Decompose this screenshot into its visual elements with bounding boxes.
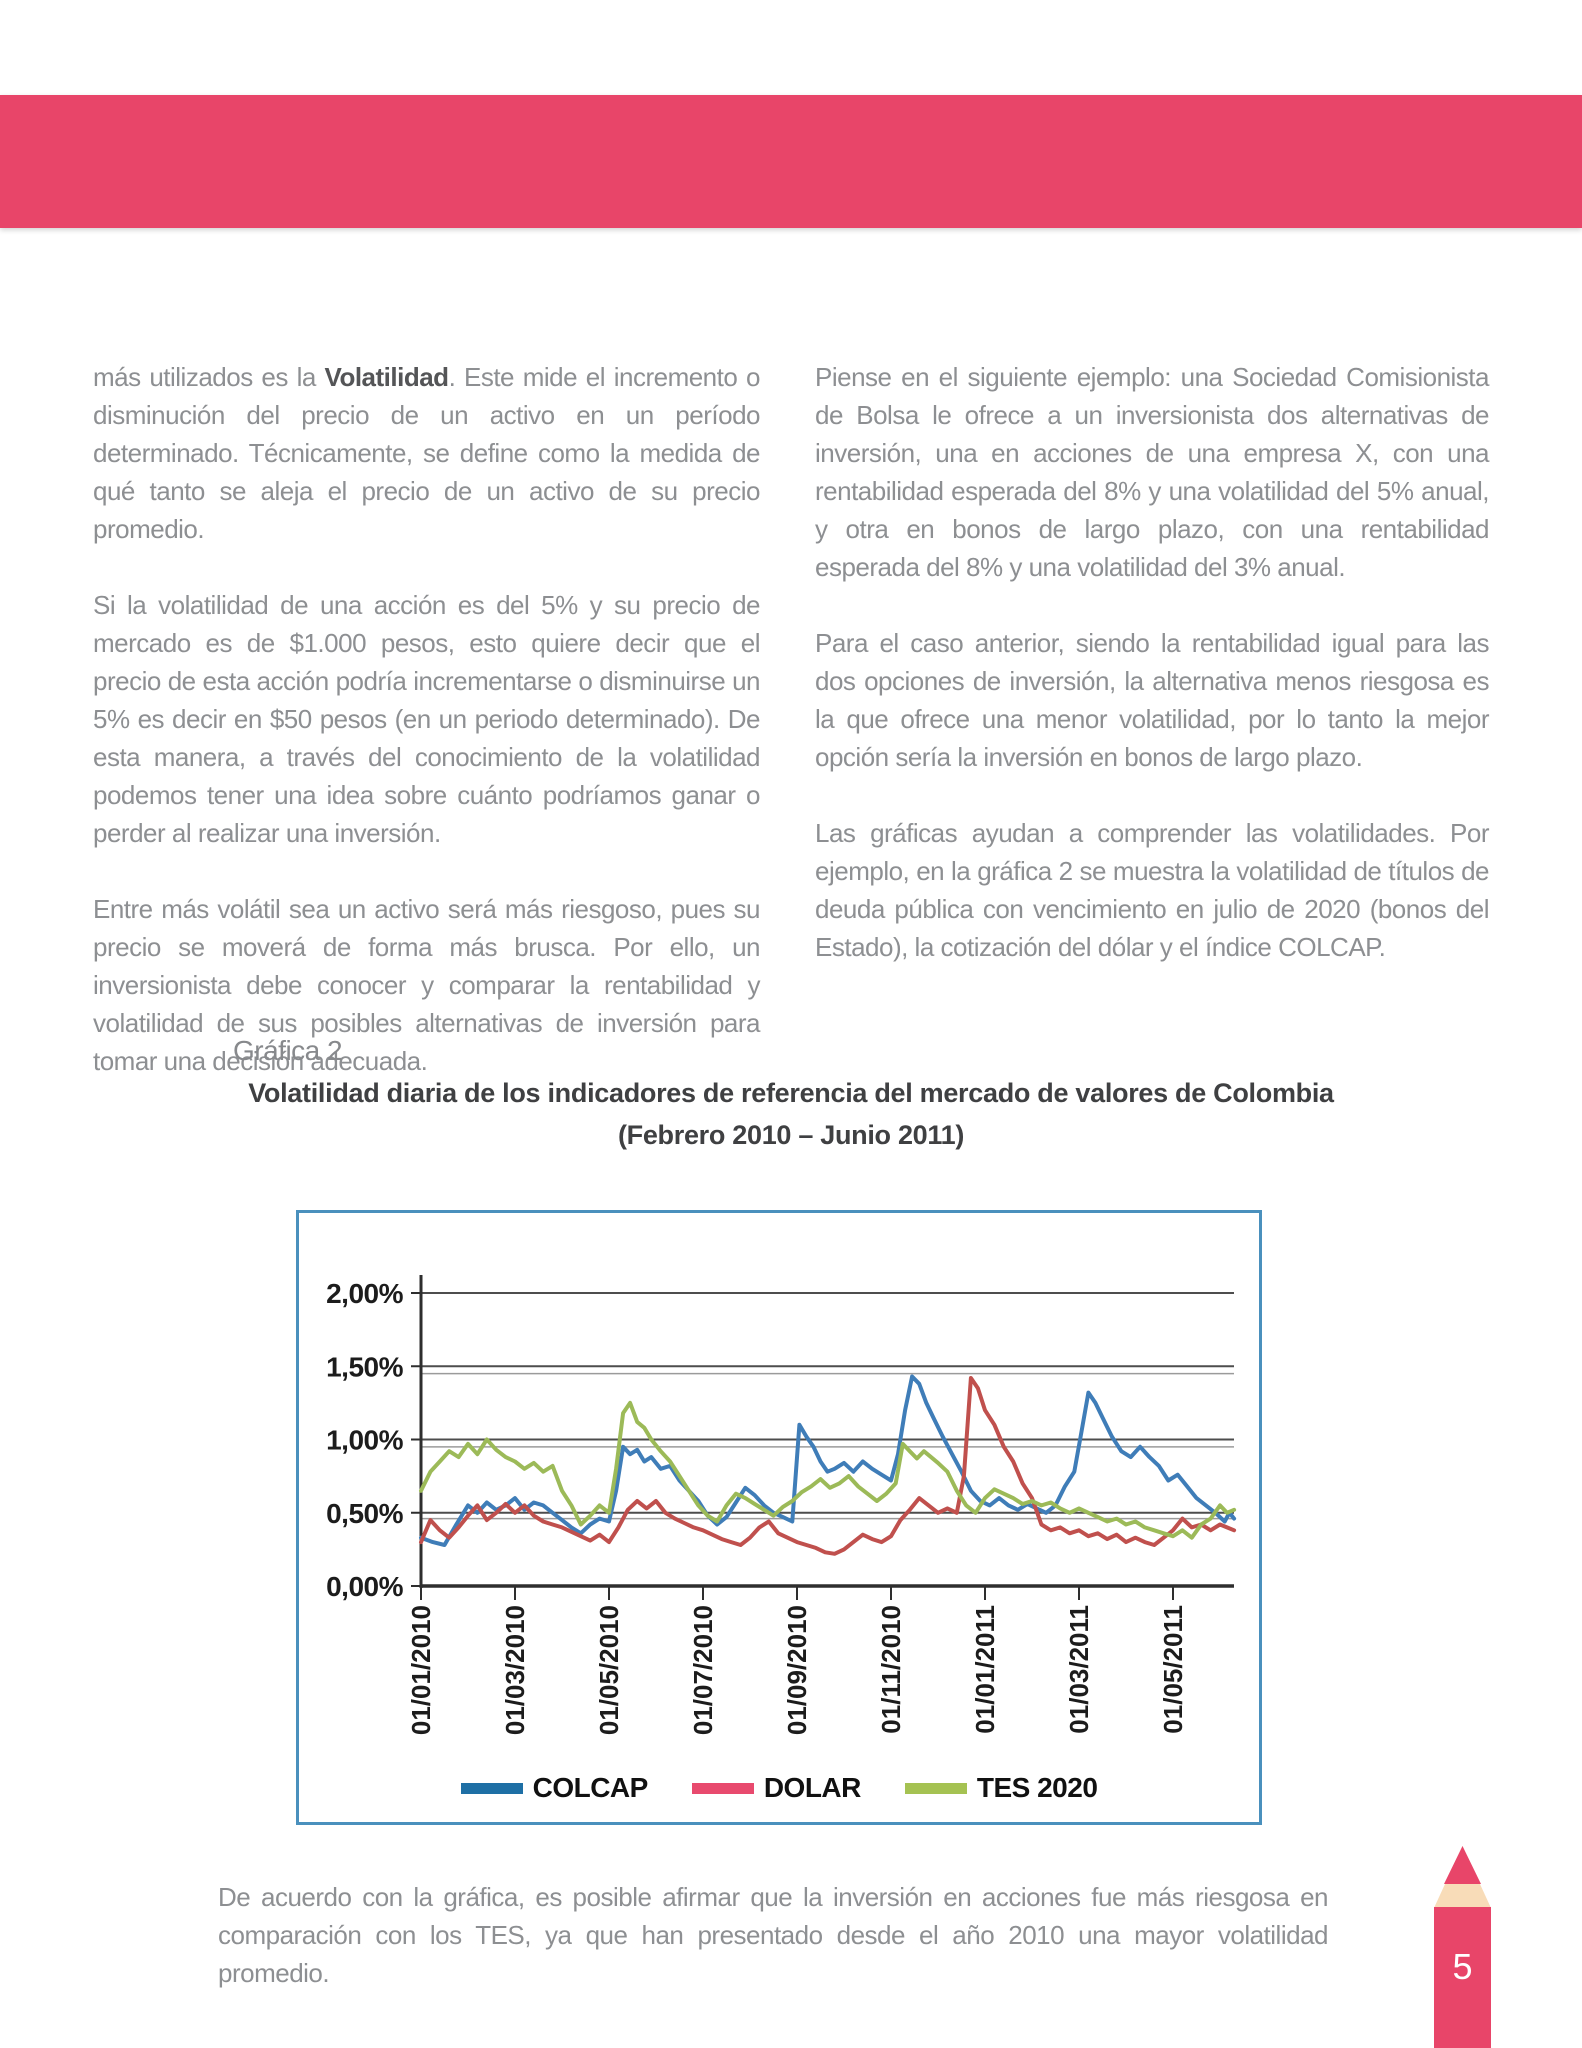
page-number: 5	[1452, 1946, 1473, 1987]
legend-label: COLCAP	[532, 1772, 649, 1803]
paragraph: Si la volatilidad de una acción es del 5…	[93, 590, 761, 848]
legend-label: DOLAR	[763, 1772, 862, 1803]
paragraph: Las gráficas ayudan a comprender las vol…	[815, 818, 1490, 962]
body-columns: más utilizados es la Volatilidad. Este m…	[93, 358, 1490, 1118]
pencil-point-icon	[1444, 1846, 1481, 1884]
svg-text:01/09/2010: 01/09/2010	[782, 1605, 812, 1735]
figure-subtitle: (Febrero 2010 – Junio 2011)	[617, 1120, 965, 1150]
svg-text:01/07/2010: 01/07/2010	[688, 1605, 718, 1735]
volatility-chart: 0,00% 0,50% 1,00% 1,50% 2,00% 01/01/2010 01/03…	[296, 1210, 1262, 1825]
legend-swatch-icon	[904, 1782, 967, 1794]
chart-legend: COLCAP DOLAR TES 2020	[299, 1772, 1259, 1804]
paragraph: Piense en el siguiente ejemplo: una Soci…	[815, 362, 1490, 582]
text-column-right: Piense en el siguiente ejemplo: una Soci…	[815, 358, 1490, 1118]
paragraph: más utilizados es la Volatilidad. Este m…	[93, 362, 761, 544]
svg-text:01/01/2011: 01/01/2011	[970, 1605, 1000, 1734]
page-number-pencil: 5	[1434, 1846, 1491, 2048]
figure-caption: Gráfica 2	[233, 1035, 343, 1066]
paragraph: Para el caso anterior, siendo la rentabi…	[815, 628, 1490, 772]
svg-text:01/03/2010: 01/03/2010	[500, 1605, 530, 1735]
svg-text:0,50%: 0,50%	[326, 1498, 403, 1529]
legend-item: COLCAP	[460, 1772, 649, 1804]
svg-text:1,50%: 1,50%	[326, 1351, 403, 1382]
chart-canvas: 0,00% 0,50% 1,00% 1,50% 2,00% 01/01/2010 01/03…	[326, 1275, 1237, 1735]
legend-swatch-icon	[460, 1782, 523, 1794]
svg-text:01/01/2010: 01/01/2010	[406, 1605, 436, 1735]
legend-item: DOLAR	[691, 1772, 862, 1804]
legend-item: TES 2020	[904, 1772, 1098, 1804]
svg-text:2,00%: 2,00%	[326, 1278, 403, 1309]
pencil-body: 5	[1434, 1907, 1491, 2048]
legend-label: TES 2020	[976, 1772, 1098, 1803]
paragraph: Entre más volátil sea un activo será más…	[93, 894, 761, 1076]
legend-swatch-icon	[691, 1782, 754, 1794]
text-column-left: más utilizados es la Volatilidad. Este m…	[93, 358, 761, 1118]
svg-text:01/05/2011: 01/05/2011	[1158, 1605, 1188, 1734]
svg-text:01/05/2010: 01/05/2010	[594, 1605, 624, 1735]
svg-text:0,00%: 0,00%	[326, 1571, 403, 1602]
svg-text:1,00%: 1,00%	[326, 1425, 403, 1456]
header-band	[0, 95, 1582, 228]
svg-text:01/11/2010: 01/11/2010	[876, 1605, 906, 1734]
figure-note: De acuerdo con la gráfica, es posible af…	[218, 1882, 1329, 1988]
svg-text:01/03/2011: 01/03/2011	[1064, 1605, 1094, 1734]
figure-title: Volatilidad diaria de los indicadores de…	[248, 1078, 1334, 1108]
